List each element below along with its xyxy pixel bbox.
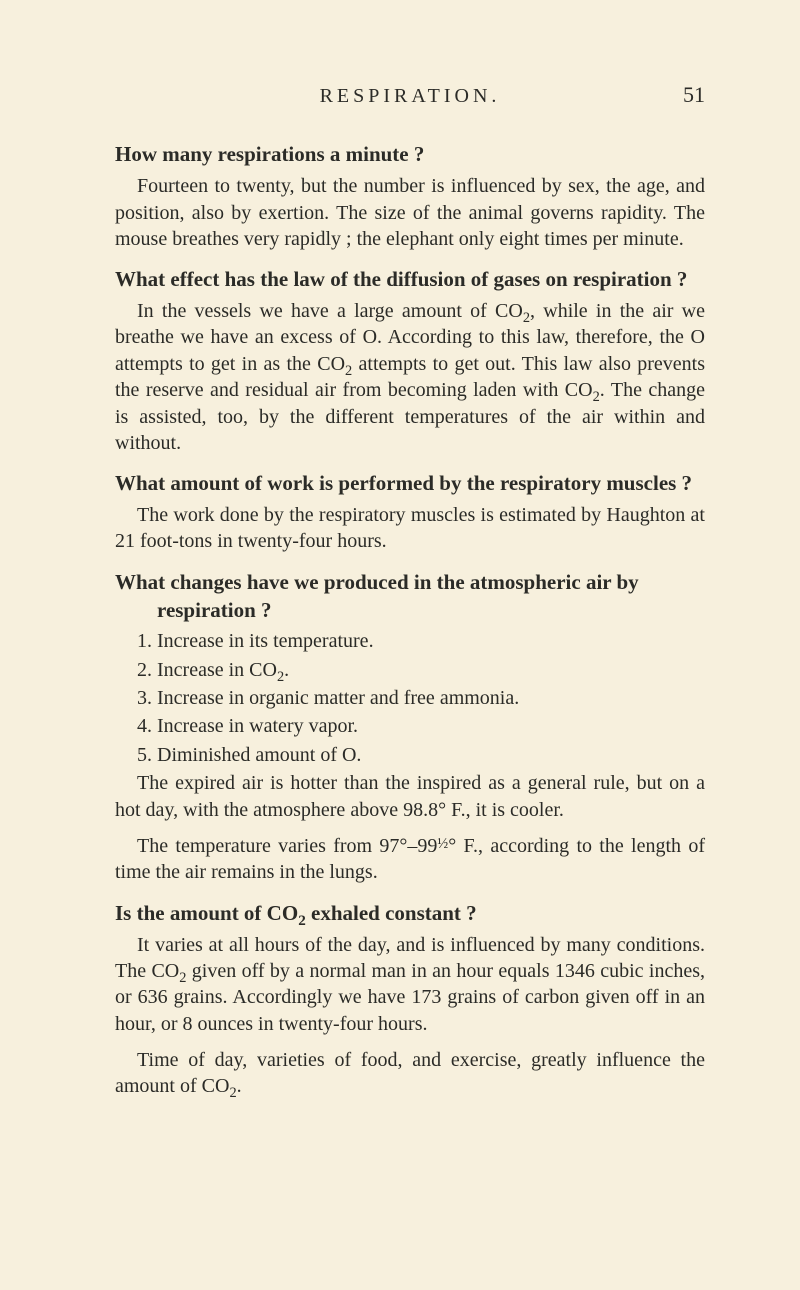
co2-sub-icon: 2 — [593, 389, 600, 405]
q4-p2-pre: The temperature varies from 97°–99 — [137, 835, 437, 857]
answer-5a: It varies at all hours of the day, and i… — [115, 932, 705, 1038]
a5a-post: given off by a normal man in an hour equ… — [115, 960, 705, 1035]
half-fraction: ½ — [437, 836, 448, 852]
q4-item-4: 4. Increase in watery vapor. — [115, 713, 705, 739]
q4-item-1: 1. Increase in its temperature. — [115, 628, 705, 654]
q4-item-5: 5. Diminished amount of O. — [115, 742, 705, 768]
answer-1: Fourteen to twenty, but the number is in… — [115, 173, 705, 252]
question-1: How many respirations a minute ? — [115, 141, 705, 169]
a2-pre: In the vessels we have a large amount of… — [137, 300, 523, 322]
a5b-pre: Time of day, varieties of food, and exer… — [115, 1049, 705, 1097]
q4-para-2: The temperature varies from 97°–99½° F.,… — [115, 833, 705, 886]
question-5: Is the amount of CO2 exhaled constant ? — [115, 900, 705, 928]
running-head: RESPIRATION. 51 — [115, 80, 705, 109]
co2-sub-icon: 2 — [229, 1085, 236, 1101]
q4-item-2: 2. Increase in CO2. — [115, 657, 705, 683]
co2-sub-icon: 2 — [523, 310, 530, 326]
answer-2: In the vessels we have a large amount of… — [115, 298, 705, 456]
a5b-post: . — [237, 1075, 242, 1097]
page-number: 51 — [665, 80, 705, 109]
page: RESPIRATION. 51 How many respirations a … — [0, 0, 800, 1290]
question-2: What effect has the law of the diffusion… — [115, 266, 705, 294]
answer-3: The work done by the respiratory muscles… — [115, 502, 705, 555]
q4-para-1: The expired air is hotter than the inspi… — [115, 770, 705, 823]
q5-pre: Is the amount of CO — [115, 901, 298, 925]
running-title: RESPIRATION. — [155, 83, 665, 109]
q4-i2-post: . — [284, 659, 289, 681]
q4-item-3: 3. Increase in organic matter and free a… — [115, 685, 705, 711]
co2-sub-icon: 2 — [298, 913, 306, 929]
question-3: What amount of work is performed by the … — [115, 470, 705, 498]
answer-5b: Time of day, varieties of food, and exer… — [115, 1047, 705, 1100]
q4-i2-pre: 2. Increase in CO — [137, 659, 277, 681]
question-4: What changes have we produced in the atm… — [115, 569, 705, 624]
q5-post: exhaled constant ? — [306, 901, 477, 925]
